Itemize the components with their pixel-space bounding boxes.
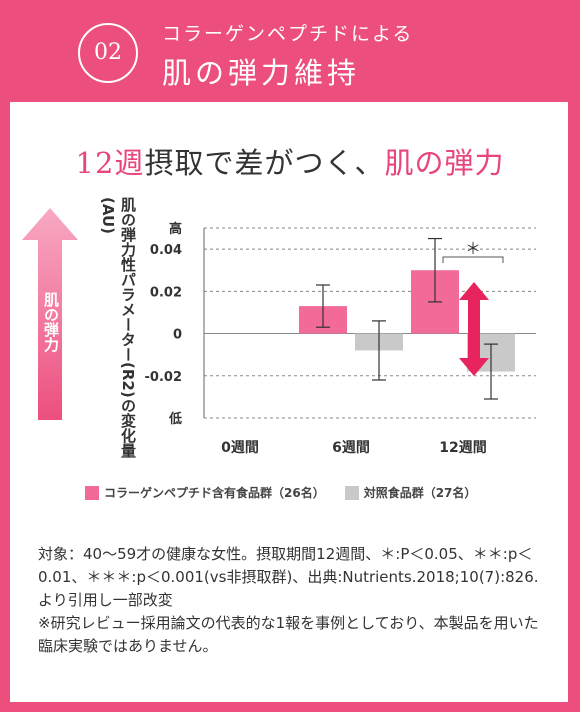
legend-item-collagen: コラーゲンペプチド含有食品群（26名） xyxy=(85,484,325,501)
section-subtitle: コラーゲンペプチドによる xyxy=(162,23,414,45)
difference-arrow xyxy=(459,282,489,376)
headline: 12週摂取で差がつく、肌の弾力 xyxy=(0,140,580,182)
legend: コラーゲンペプチド含有食品群（26名） 対照食品群（27名） xyxy=(85,484,496,501)
significance-marker: ＊ xyxy=(442,239,504,263)
legend-swatch-control xyxy=(344,485,359,500)
y-tick-label: -0.02 xyxy=(145,370,182,385)
y-tick-label: 高 xyxy=(169,221,182,237)
y-tick-label: 0 xyxy=(173,328,182,343)
y-tick-label: 低 xyxy=(168,411,182,427)
y-tick-label: 0.04 xyxy=(150,243,182,258)
x-tick-labels: 0週間 6週間 12週間 xyxy=(221,440,487,456)
footnote-disclaimer: ※研究レビュー採用論文の代表的な1報を事例としており、本製品を用いた臨床実験では… xyxy=(38,614,539,655)
legend-label-control: 対照食品群（27名） xyxy=(363,486,477,500)
error-bars xyxy=(316,237,498,400)
x-tick-label: 0週間 xyxy=(221,440,259,456)
legend-swatch-collagen xyxy=(85,485,99,500)
significance-label: ＊ xyxy=(465,239,481,258)
section-number-badge: 02 xyxy=(78,23,138,83)
elasticity-up-arrow-icon xyxy=(20,208,80,420)
header: 02 コラーゲンペプチドによる 肌の弾力維持 xyxy=(0,0,580,100)
x-tick-label: 6週間 xyxy=(332,440,370,456)
x-tick-label: 12週間 xyxy=(439,440,486,456)
headline-part1: 12週 xyxy=(75,146,145,180)
legend-label-collagen: コラーゲンペプチド含有食品群（26名） xyxy=(104,486,325,500)
footnote: 対象：40～59才の健康な女性。摂取期間12週間、＊:P＜0.05、＊＊:p＜0… xyxy=(38,543,548,658)
headline-part2: 摂取で差がつく、 xyxy=(144,146,385,180)
significance-bracket xyxy=(442,256,504,263)
legend-item-control: 対照食品群（27名） xyxy=(344,484,477,501)
y-tick-label: 0.02 xyxy=(150,285,182,300)
y-axis-label: 肌の弾力性パラメーター(R2)の変化量(AU) xyxy=(99,197,137,458)
y-tick-labels: 高 0.04 0.02 0 -0.02 低 xyxy=(145,221,182,427)
difference-arrow-icon xyxy=(459,282,489,376)
footnote-study-info: 対象：40～59才の健康な女性。摂取期間12週間、＊:P＜0.05、＊＊:p＜0… xyxy=(38,545,539,609)
bars xyxy=(299,270,515,372)
elasticity-arrow-label: 肌の弾力 xyxy=(42,292,60,352)
content-panel xyxy=(10,102,568,702)
section-title: 肌の弾力維持 xyxy=(162,56,361,90)
headline-part3: 肌の弾力 xyxy=(384,146,505,180)
